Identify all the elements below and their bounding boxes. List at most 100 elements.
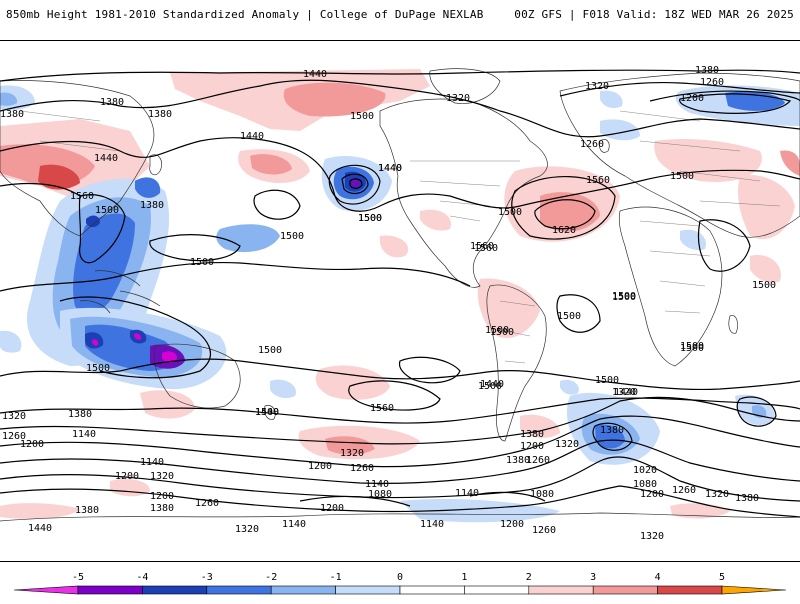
contour-1560-west (0, 182, 81, 197)
contour-label: 1500 (478, 381, 502, 392)
border-line (639, 220, 711, 314)
contour-label: 1320 (150, 471, 174, 482)
colorbar-tick-label: 2 (526, 572, 532, 583)
anomaly-region (540, 192, 600, 232)
colorbar-cell (270, 585, 336, 595)
colorbar-tick-label: -2 (265, 572, 277, 583)
coastline-asia-west (0, 80, 155, 237)
contour-label: 1440 (303, 69, 327, 80)
contour-label: 1380 (68, 409, 92, 420)
contour-label: 1200 (500, 519, 524, 530)
contour-label: 1380 (100, 97, 124, 108)
contour-label: 1200 (640, 489, 664, 500)
contour-label: 1440 (614, 387, 638, 398)
political-borders (19, 110, 781, 364)
colorbar-cell (592, 585, 658, 595)
contour-label: 1380 (75, 505, 99, 516)
anomaly-region (595, 424, 625, 449)
contour-label: 1500 (358, 213, 382, 224)
contour-1500-equ (0, 261, 471, 292)
contour-label: 1260 (672, 485, 696, 496)
contour-label: 1500 (190, 257, 214, 268)
anomaly-region (351, 177, 361, 188)
contour-label: 1380 (148, 109, 172, 120)
colorbar-min-extension (13, 585, 79, 595)
contour-label: 1560 (470, 241, 494, 252)
contour-label: 1260 (532, 525, 556, 536)
anomaly-region (750, 255, 781, 283)
contour-label: 1500 (612, 291, 636, 302)
contour-1020 (592, 422, 633, 451)
contour-label: 1320 (2, 411, 26, 422)
contour-1320-north (559, 81, 800, 97)
height-contours (0, 69, 800, 518)
anomaly-region (250, 154, 292, 175)
contour-1080-south (299, 491, 546, 507)
contour-1620 (534, 199, 596, 230)
map-canvas: 1440 1380 1320 1380 1260 1200 1380 1380 … (0, 65, 800, 542)
colorbar-cell (142, 585, 208, 595)
colorbar-ticks: -5 -4 -3 -2 -1 0 1 2 3 4 5 (72, 572, 725, 583)
contour-label: 1320 (585, 81, 609, 92)
contour-1320-south (0, 415, 800, 468)
contour-label: 1320 (555, 439, 579, 450)
contour-label: 1260 (350, 463, 374, 474)
contour-label: 1500 (358, 213, 382, 224)
coastline-eurasia (559, 72, 800, 238)
contour-label: 1380 (150, 503, 174, 514)
colorbar-tick-label: -5 (72, 572, 84, 583)
contour-label: 1380 (0, 109, 24, 120)
contour-label: 1500 (86, 363, 110, 374)
contour-label: 1260 (195, 498, 219, 509)
anomaly-region (162, 351, 178, 363)
contour-label: 1440 (94, 153, 118, 164)
contour-1200-north (679, 93, 792, 114)
contour-label: 1380 (140, 200, 164, 211)
contour-label: 1380 (695, 65, 719, 76)
positive-anomaly-shading (0, 69, 800, 519)
anomaly-region (560, 379, 579, 395)
contour-1500-pac-equ (149, 234, 241, 262)
contour-label: 1320 (612, 387, 636, 398)
map-header: 850mb Height 1981-2010 Standardized Anom… (0, 0, 800, 40)
anomaly-region (283, 82, 386, 117)
contour-label: 1140 (420, 519, 444, 530)
contour-label: 1500 (280, 231, 304, 242)
contour-1380-south (0, 396, 800, 445)
contour-label: 1500 (258, 345, 282, 356)
anomaly-region (738, 175, 795, 240)
colorbar-tick-label: -4 (136, 572, 148, 583)
coastline-australia (153, 343, 241, 409)
contour-label: 1500 (490, 327, 514, 338)
contour-1260-north (649, 90, 800, 102)
border-line (619, 110, 781, 207)
contour-label: 1200 (680, 93, 704, 104)
contour-label: 1500 (485, 325, 509, 336)
contour-label: 1500 (670, 171, 694, 182)
coastline-africa (618, 206, 723, 367)
contour-low-pac-core (349, 178, 363, 189)
contour-label: 1560 (370, 403, 394, 414)
contour-label: 1200 (320, 503, 344, 514)
anomaly-region (86, 215, 100, 228)
anomaly-region (315, 365, 390, 400)
negative-anomaly-shading (0, 85, 800, 523)
contour-label: 1140 (365, 479, 389, 490)
contour-1500-north (0, 137, 800, 212)
contour-1440-asia (78, 194, 126, 264)
colorbar-cell (77, 585, 143, 595)
coastline-madagascar (728, 315, 738, 334)
contour-label: 1500 (612, 292, 636, 303)
anomaly-region (0, 503, 80, 519)
border-line (499, 300, 536, 364)
contour-label: 1260 (700, 77, 724, 88)
coastline-antarctica (0, 512, 800, 522)
contour-1380-north (0, 69, 800, 82)
color-scale-legend: -5 -4 -3 -2 -1 0 1 2 3 4 5 (0, 560, 800, 600)
contour-label: 1320 (640, 531, 664, 542)
contour-label: 1200 (308, 461, 332, 472)
contour-1500-south (0, 358, 800, 391)
colorbar-tick-label: -3 (201, 572, 213, 583)
contour-label: 1380 (506, 455, 530, 466)
colorbar-cell (528, 585, 594, 595)
